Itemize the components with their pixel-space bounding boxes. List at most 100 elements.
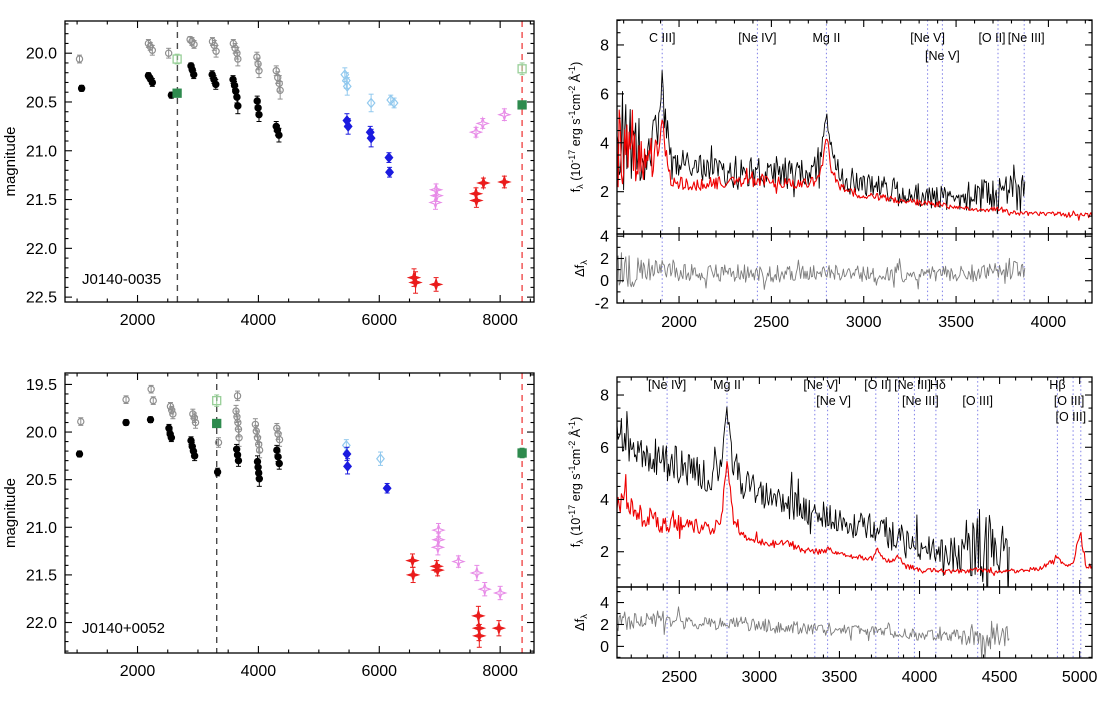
wavelength-tick-label: 2000 xyxy=(661,314,697,331)
y-tick-label: 20.0 xyxy=(26,425,57,442)
y-tick-label: 20.5 xyxy=(26,94,57,111)
residual-tick-label: 0 xyxy=(600,273,609,290)
emission-line-label: [Ne V] xyxy=(925,49,960,63)
residual-tick-label: -2 xyxy=(595,296,609,313)
flux-tick-label: 2 xyxy=(600,544,609,561)
series-blue-filled-diamonds xyxy=(342,446,392,494)
y-tick-label: 22.5 xyxy=(26,290,57,307)
flux-tick-label: 4 xyxy=(600,492,609,509)
y-tick-label: 21.0 xyxy=(26,520,57,537)
residual-axis-title: Δfλ xyxy=(572,260,589,277)
plot-area xyxy=(75,373,527,653)
emission-line-label: [Ne IV] xyxy=(648,378,686,392)
emission-line-label: Mg II xyxy=(713,378,741,392)
wavelength-tick-label: 4000 xyxy=(1031,314,1067,331)
wavelength-tick-label: 5000 xyxy=(1062,669,1098,686)
x-tick-label: 2000 xyxy=(120,312,156,329)
emission-line-label: Mg II xyxy=(813,31,841,45)
emission-line-label: [Ne III] xyxy=(894,378,931,392)
residual-area xyxy=(617,606,1010,658)
emission-line-label: C III] xyxy=(649,31,675,45)
flux-tick-label: 8 xyxy=(600,37,609,54)
emission-line-label: [Ne III] xyxy=(902,394,939,408)
spectrum-area xyxy=(617,406,1092,587)
y-tick-label: 19.5 xyxy=(26,377,57,394)
panel-border xyxy=(616,233,1093,304)
y-tick-label: 21.5 xyxy=(26,567,57,584)
x-tick-label: 2000 xyxy=(120,663,156,680)
x-tick-label: 4000 xyxy=(241,663,277,680)
emission-line-label: Hδ xyxy=(930,378,946,392)
panel-sp-J0140-0035: C III] [Ne IV] Mg II [Ne V] [Ne V] [O II] [Ne … xyxy=(567,19,1093,331)
flux-axis-title: fλ (10-17 erg s-1cm-2 Å-1) xyxy=(567,417,585,548)
residual-area xyxy=(617,252,1026,290)
series-green-filled-squares xyxy=(212,418,527,459)
series-gray-open-circles xyxy=(75,35,284,100)
emission-line-label: Hβ xyxy=(1049,378,1065,392)
emission-line-label: [Ne V] xyxy=(910,31,945,45)
plot-area xyxy=(75,21,527,302)
emission-line-label: [O III] xyxy=(1054,394,1085,408)
series-blue-filled-diamonds xyxy=(342,113,395,178)
axis-ticks xyxy=(65,373,534,653)
wavelength-tick-label: 2500 xyxy=(662,669,698,686)
flux-difference-gray xyxy=(617,252,1026,290)
x-tick-label: 6000 xyxy=(361,312,397,329)
spectrum-epoch2-red xyxy=(617,109,1092,221)
panel-lc-J0140+0052: 2000 4000 6000 8000 19.5 20.0 20.5 21.0 21.5 22.0… xyxy=(2,372,535,680)
series-green-open-squares xyxy=(172,53,527,76)
spectrum-epoch2-red xyxy=(617,460,1092,577)
panel-sp-J0140+0052: [Ne IV] Mg II [Ne V][Ne V][O II] [Ne III][N… xyxy=(567,376,1098,686)
flux-tick-label: 8 xyxy=(600,388,609,405)
series-violet-open-stars xyxy=(428,107,512,210)
residual-tick-label: 0 xyxy=(600,639,609,656)
y-axis-title: magnitude xyxy=(2,478,19,548)
y-tick-label: 20.5 xyxy=(26,472,57,489)
panel-border xyxy=(616,376,1093,588)
x-tick-label: 8000 xyxy=(482,663,518,680)
y-tick-label: 22.0 xyxy=(26,241,57,258)
spectrum-epoch1-black xyxy=(617,406,1010,587)
wavelength-tick-label: 3500 xyxy=(822,669,858,686)
panel-border xyxy=(64,372,535,654)
y-axis-title: magnitude xyxy=(2,126,19,196)
flux-axis-title: fλ (10-17 erg s-1cm-2 Å-1) xyxy=(567,62,585,193)
x-tick-label: 4000 xyxy=(241,312,277,329)
flux-tick-label: 6 xyxy=(600,440,609,457)
y-tick-label: 22.0 xyxy=(26,615,57,632)
emission-line-label: [O II] xyxy=(978,31,1005,45)
axis-ticks xyxy=(617,377,1092,587)
series-green-filled-squares xyxy=(172,88,527,110)
wavelength-tick-label: 4000 xyxy=(902,669,938,686)
series-red-filled-stars xyxy=(405,553,507,648)
emission-line-markers xyxy=(666,377,1082,658)
residual-tick-label: 4 xyxy=(600,595,609,612)
emission-line-label: [Ne III] xyxy=(1008,31,1045,45)
series-gray-open-circles xyxy=(77,384,284,459)
flux-tick-label: 6 xyxy=(600,86,609,103)
residual-tick-label: 2 xyxy=(600,251,609,268)
residual-tick-label: 2 xyxy=(600,617,609,634)
y-tick-label: 20.0 xyxy=(26,46,57,63)
wavelength-tick-label: 4500 xyxy=(982,669,1018,686)
flux-tick-label: 4 xyxy=(600,135,609,152)
y-tick-label: 21.5 xyxy=(26,192,57,209)
emission-line-label: [O III] xyxy=(1056,410,1087,424)
x-tick-label: 6000 xyxy=(361,663,397,680)
spectrum-epoch1-black xyxy=(617,70,1026,215)
object-label: J0140-0035 xyxy=(82,271,161,288)
flux-difference-gray xyxy=(617,606,1010,658)
axis-ticks xyxy=(617,19,1092,234)
residual-tick-label: 4 xyxy=(600,229,609,246)
wavelength-tick-label: 3000 xyxy=(846,314,882,331)
x-tick-label: 8000 xyxy=(482,312,518,329)
panel-border xyxy=(64,20,535,303)
object-label: J0140+0052 xyxy=(82,620,165,637)
series-violet-open-stars xyxy=(430,522,508,601)
panel-lc-J0140-0035: 2000 4000 6000 8000 20.0 20.5 21.0 21.5 22.0 22.5… xyxy=(2,20,535,329)
wavelength-tick-label: 3000 xyxy=(742,669,778,686)
series-green-open-squares xyxy=(212,394,222,407)
series-red-filled-stars xyxy=(406,174,512,294)
